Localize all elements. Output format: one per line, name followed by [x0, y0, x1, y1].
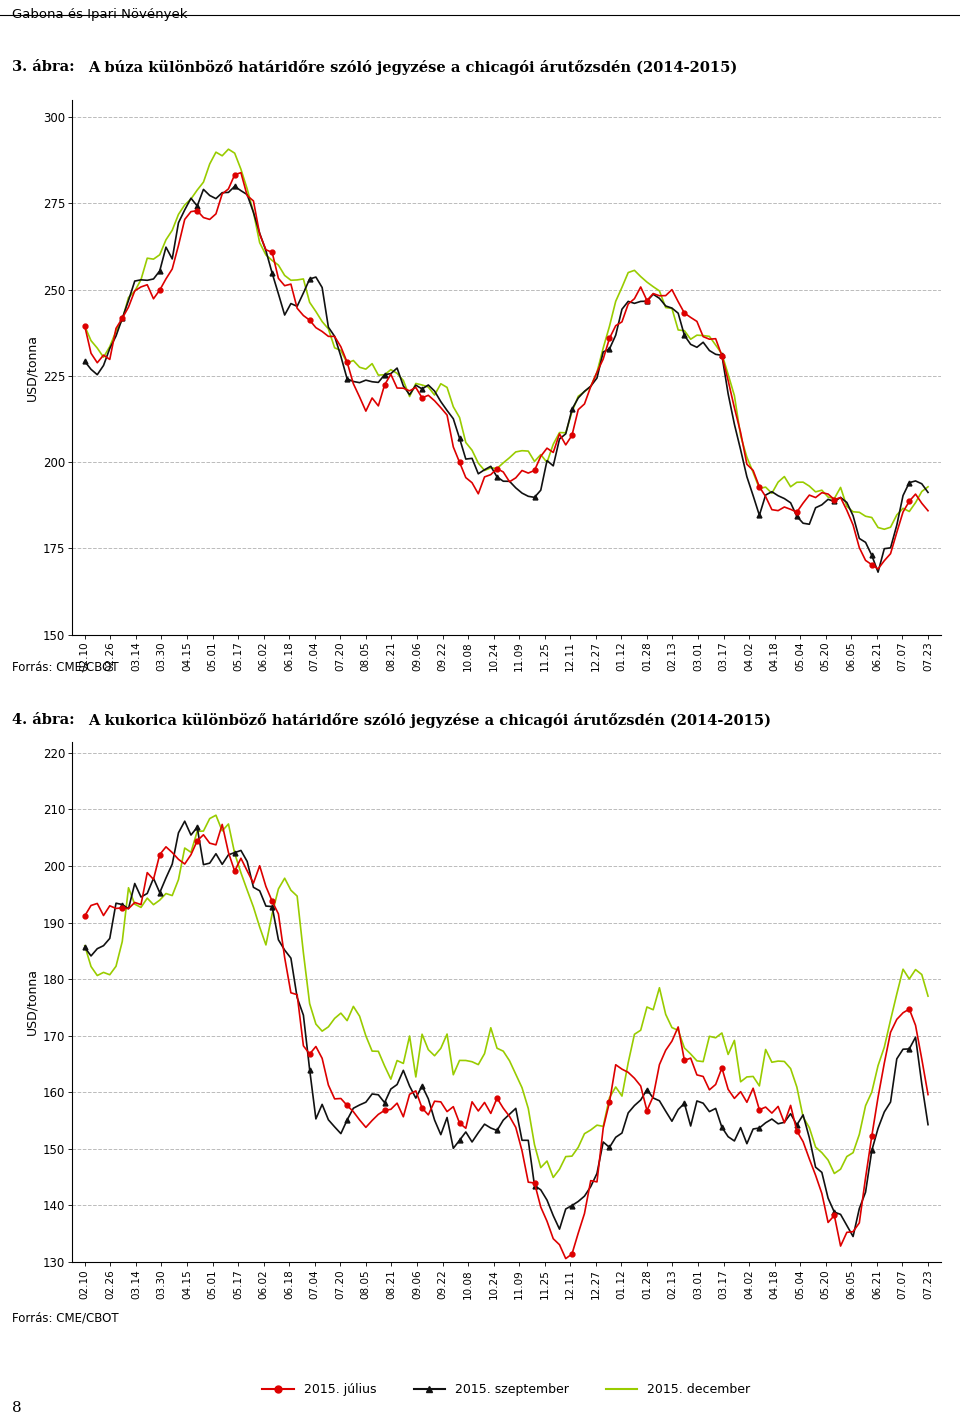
- Y-axis label: USD/tonna: USD/tonna: [26, 968, 38, 1035]
- Text: 3. ábra:: 3. ábra:: [12, 60, 74, 74]
- Text: A kukorica különböző határidőre szóló jegyzése a chicagói árutőzsdén (2014-2015): A kukorica különböző határidőre szóló je…: [88, 713, 771, 729]
- Y-axis label: USD/tonna: USD/tonna: [26, 334, 38, 401]
- Text: Forrás: CME/CBOT: Forrás: CME/CBOT: [12, 1312, 118, 1325]
- Text: A búza különböző határidőre szóló jegyzése a chicagói árutőzsdén (2014-2015): A búza különböző határidőre szóló jegyzé…: [88, 60, 737, 76]
- Legend: 2015. július, 2015. szeptember, 2015. december: 2015. július, 2015. szeptember, 2015. de…: [257, 754, 756, 779]
- Text: 4. ábra:: 4. ábra:: [12, 713, 74, 727]
- Legend: 2015. július, 2015. szeptember, 2015. december: 2015. július, 2015. szeptember, 2015. de…: [257, 1379, 756, 1402]
- Text: Gabona és Ipari Növények: Gabona és Ipari Növények: [12, 7, 187, 21]
- Text: Forrás: CME/CBOT: Forrás: CME/CBOT: [12, 660, 118, 673]
- Text: 8: 8: [12, 1400, 21, 1415]
